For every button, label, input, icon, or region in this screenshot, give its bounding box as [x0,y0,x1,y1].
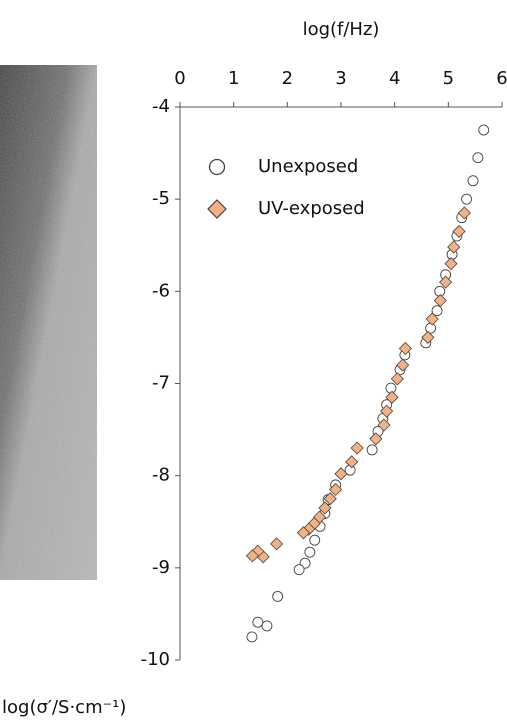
data-point [385,390,399,404]
data-point [472,152,484,164]
legend-marker [207,199,227,219]
data-point [461,193,473,205]
data-point [293,564,305,576]
data-point [467,175,479,187]
data-point [350,441,364,455]
data-point [261,620,273,632]
legend-label: UV-exposed [258,198,365,219]
data-point [444,257,458,271]
data-point [380,404,394,418]
data-point [369,432,383,446]
chart-title: log(f/Hz) [303,19,380,40]
x-tick-label: 4 [389,68,400,89]
data-point [345,455,359,469]
data-point [447,240,461,254]
data-point [452,224,466,238]
data-point [390,372,404,386]
legend-label: Unexposed [258,156,358,177]
data-point [296,526,310,540]
data-point [425,312,439,326]
y-tick-label: -8 [152,465,170,486]
x-tick-label: 3 [335,68,346,89]
data-point [246,631,258,643]
data-point [377,418,391,432]
data-point [272,590,284,602]
x-tick-label: 0 [174,68,185,89]
y-axis-label: log(σ′/S·cm⁻¹) [2,697,126,718]
data-point [396,358,410,372]
x-tick-label: 1 [228,68,239,89]
data-point [478,124,490,136]
y-tick-label: -4 [152,96,170,117]
data-point [329,482,343,497]
data-point [323,492,337,506]
y-tick-label: -5 [152,188,170,209]
legend-marker [208,158,226,176]
y-tick-label: -6 [152,280,170,301]
data-point [433,293,447,308]
data-point [309,534,321,546]
data-point [304,546,316,558]
data-point [366,444,378,456]
y-tick-label: -7 [152,373,170,394]
x-tick-label: 5 [443,68,454,89]
data-point [318,501,332,515]
data-point [385,382,397,394]
data-point [431,305,443,317]
data-point [398,341,412,356]
y-tick-label: -10 [141,649,170,670]
x-tick-label: 2 [282,68,293,89]
x-tick-label: 6 [496,68,507,89]
data-point [457,206,471,220]
micrograph [0,65,97,580]
data-point [421,330,435,344]
data-point [334,467,348,481]
y-tick-label: -9 [152,557,170,578]
data-point [439,275,453,289]
data-point [252,616,264,628]
data-point [270,537,284,551]
data-point [245,549,260,563]
